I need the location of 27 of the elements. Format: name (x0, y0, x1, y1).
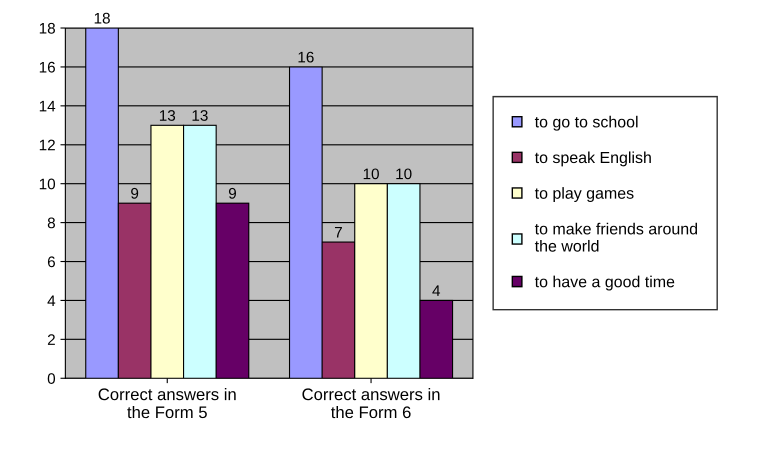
data-label: 4 (432, 285, 440, 296)
data-label: 7 (334, 226, 342, 238)
legend-label: to speak English (534, 151, 651, 166)
data-label: 16 (298, 52, 314, 63)
data-label: 9 (228, 188, 236, 199)
y-tick-label: 6 (48, 256, 55, 268)
y-tick-label: 4 (48, 295, 56, 306)
data-label: 10 (396, 168, 412, 180)
legend-label: to go to school (534, 116, 638, 131)
y-tick-label: 8 (48, 217, 55, 228)
y-tick-label: 0 (48, 373, 56, 384)
data-label: 9 (131, 188, 138, 199)
x-tick-label: Correct answers in the Form 5 (98, 388, 236, 418)
y-tick-label: 12 (40, 140, 55, 150)
data-label: 13 (192, 110, 208, 121)
data-label: 18 (94, 12, 110, 24)
legend-label: to have a good time (534, 276, 674, 290)
data-label: 13 (160, 110, 176, 121)
y-tick-label: 10 (40, 178, 56, 190)
y-tick-label: 2 (48, 334, 55, 345)
data-label: 10 (364, 168, 379, 180)
y-tick-label: 18 (40, 22, 55, 34)
y-tick-label: 16 (40, 62, 55, 73)
legend-label: to make friends around the world (534, 222, 698, 252)
x-tick-label: Correct answers in the Form 6 (302, 388, 440, 418)
y-tick-label: 14 (40, 100, 56, 112)
legend-label: to play games (534, 187, 634, 202)
